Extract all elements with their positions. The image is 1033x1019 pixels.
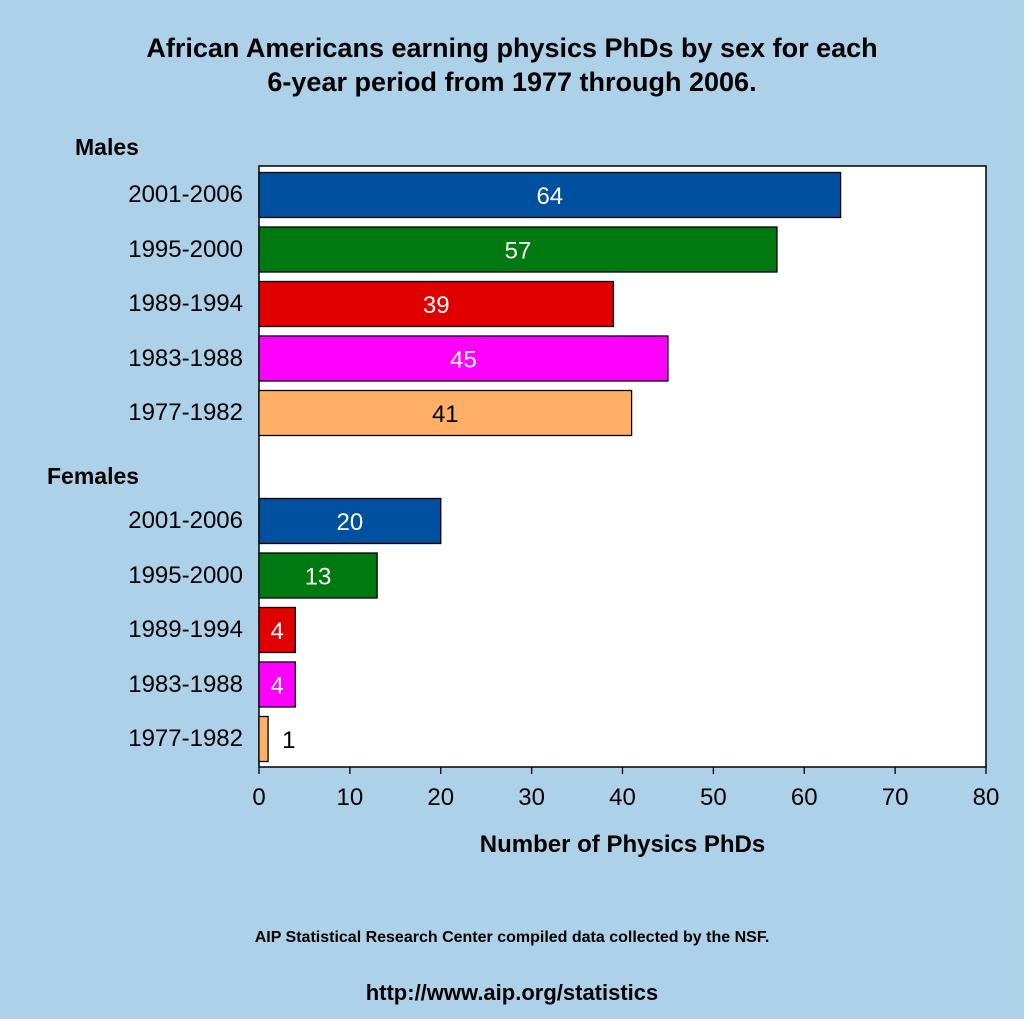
x-axis-label: Number of Physics PhDs <box>480 831 765 858</box>
x-tick-label: 20 <box>427 784 454 811</box>
category-label: 1983-1988 <box>128 670 243 698</box>
category-label: 2001-2006 <box>128 507 243 534</box>
data-label: 45 <box>450 347 477 374</box>
category-label: 1977-1982 <box>128 725 243 752</box>
bar-females-1977-1982 <box>258 715 269 763</box>
bar-males-1995-2000 <box>258 226 778 273</box>
chart-title-line-1: African Americans earning physics PhDs b… <box>146 33 878 63</box>
bar-females-2001-2006 <box>258 497 442 545</box>
category-label: 1989-1994 <box>128 290 243 317</box>
bar-males-1983-1988 <box>258 335 669 382</box>
bar-females-1995-2000 <box>258 552 378 599</box>
footer-url: http://www.aip.org/statistics <box>365 980 659 1005</box>
data-label: 4 <box>270 618 283 645</box>
x-tick-label: 70 <box>882 784 909 811</box>
data-label: 20 <box>337 509 364 536</box>
data-label: 4 <box>270 673 283 700</box>
bar-females-1989-1994 <box>258 606 296 654</box>
x-tick-label: 30 <box>518 784 545 811</box>
x-tick-label: 80 <box>973 784 1000 811</box>
chart-title-line-2: 6-year period from 1977 through 2006. <box>267 67 757 97</box>
group-label-males: Males <box>75 134 139 160</box>
data-label: 41 <box>432 401 459 428</box>
data-label: 57 <box>505 238 532 265</box>
bar-males-2001-2006 <box>258 171 842 219</box>
category-label: 1995-2000 <box>128 235 243 263</box>
data-label: 13 <box>305 564 332 591</box>
group-label-females: Females <box>47 463 140 489</box>
bar-males-1977-1982 <box>258 389 633 437</box>
footer-source: AIP Statistical Research Center compiled… <box>254 929 770 946</box>
data-label: 64 <box>536 183 563 210</box>
x-tick-label: 60 <box>791 784 818 811</box>
data-label: 39 <box>423 292 450 319</box>
x-tick-label: 10 <box>337 784 364 811</box>
category-label: 1995-2000 <box>128 561 243 589</box>
x-tick-label: 40 <box>609 784 636 811</box>
bar-females-1983-1988 <box>258 661 296 708</box>
x-tick-label: 50 <box>700 784 727 811</box>
bar-males-1989-1994 <box>258 280 615 328</box>
data-label: 1 <box>282 727 295 754</box>
category-label: 1983-1988 <box>128 344 243 372</box>
category-label: 1977-1982 <box>128 399 243 426</box>
category-label: 1989-1994 <box>128 616 243 643</box>
category-label: 2001-2006 <box>128 181 243 208</box>
x-tick-label: 0 <box>252 784 265 811</box>
